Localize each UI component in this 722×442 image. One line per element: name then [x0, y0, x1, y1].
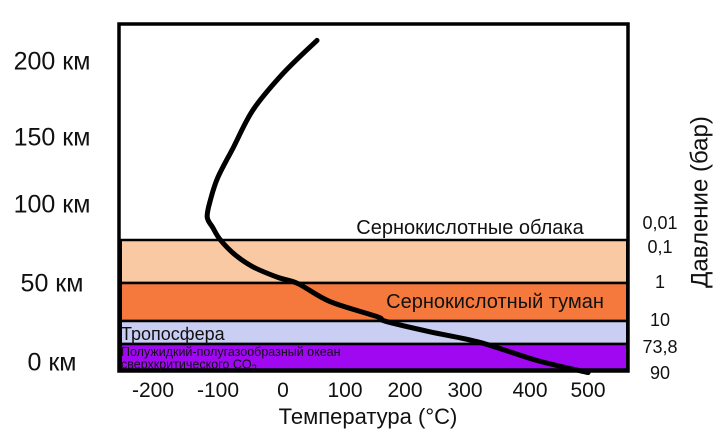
troposphere-label: Тропосфера [121, 324, 226, 344]
plot-border [117, 22, 630, 373]
x-tick-label: 0 [277, 379, 289, 402]
pressure-tick-label: 10 [650, 310, 670, 330]
x-tick-label: 300 [447, 379, 482, 402]
co2-ocean-label-line1: Полужидкий-полугазообразный океан [121, 345, 341, 359]
x-tick-label: -200 [132, 379, 174, 402]
pressure-axis-ticks: 0,01 0,1 1 10 73,8 90 [642, 213, 677, 383]
x-tick-label: -100 [197, 379, 239, 402]
temperature-axis-title: Температура (°C) [279, 404, 458, 429]
pressure-tick-label: 73,8 [642, 337, 677, 357]
pressure-tick-label: 1 [655, 272, 665, 292]
co2-ocean-label-line2-text: сверхкритического CO [121, 358, 252, 372]
co2-subscript: 2 [252, 363, 257, 374]
sulfuric-fog-label: Сернокислотный туман [386, 291, 604, 313]
x-tick-label: 400 [512, 379, 547, 402]
pressure-tick-label: 0,01 [642, 213, 677, 233]
temperature-profile-curve [204, 37, 591, 376]
co2-ocean-label-line1-text: Полужидкий-полугазообразный океан [121, 345, 341, 359]
pressure-tick-label: 0,1 [647, 237, 672, 257]
x-tick-label: 500 [570, 379, 605, 402]
altitude-label-0: 0 км [28, 349, 77, 377]
x-tick-label: 200 [387, 379, 422, 402]
altitude-axis: 200 км 150 км 100 км 50 км 0 км [14, 48, 91, 377]
temperature-axis-ticks: -200 -100 0 100 200 300 400 500 [132, 379, 606, 402]
altitude-label-100: 100 км [14, 191, 91, 219]
altitude-label-50: 50 км [21, 270, 84, 298]
altitude-label-150: 150 км [14, 124, 91, 152]
co2-ocean-label-line2: сверхкритического CO2 [121, 358, 257, 375]
x-tick-label: 100 [327, 379, 362, 402]
altitude-label-200: 200 км [14, 48, 91, 76]
bands-group [119, 238, 629, 371]
pressure-axis-title: Давление (бар) [687, 116, 714, 288]
band-sulfuric-clouds [119, 238, 629, 285]
sulfuric-clouds-label: Сернокислотные облака [356, 217, 584, 239]
band-labels: Сернокислотные облака Сернокислотный тум… [121, 217, 604, 374]
pressure-tick-label: 90 [650, 363, 670, 383]
